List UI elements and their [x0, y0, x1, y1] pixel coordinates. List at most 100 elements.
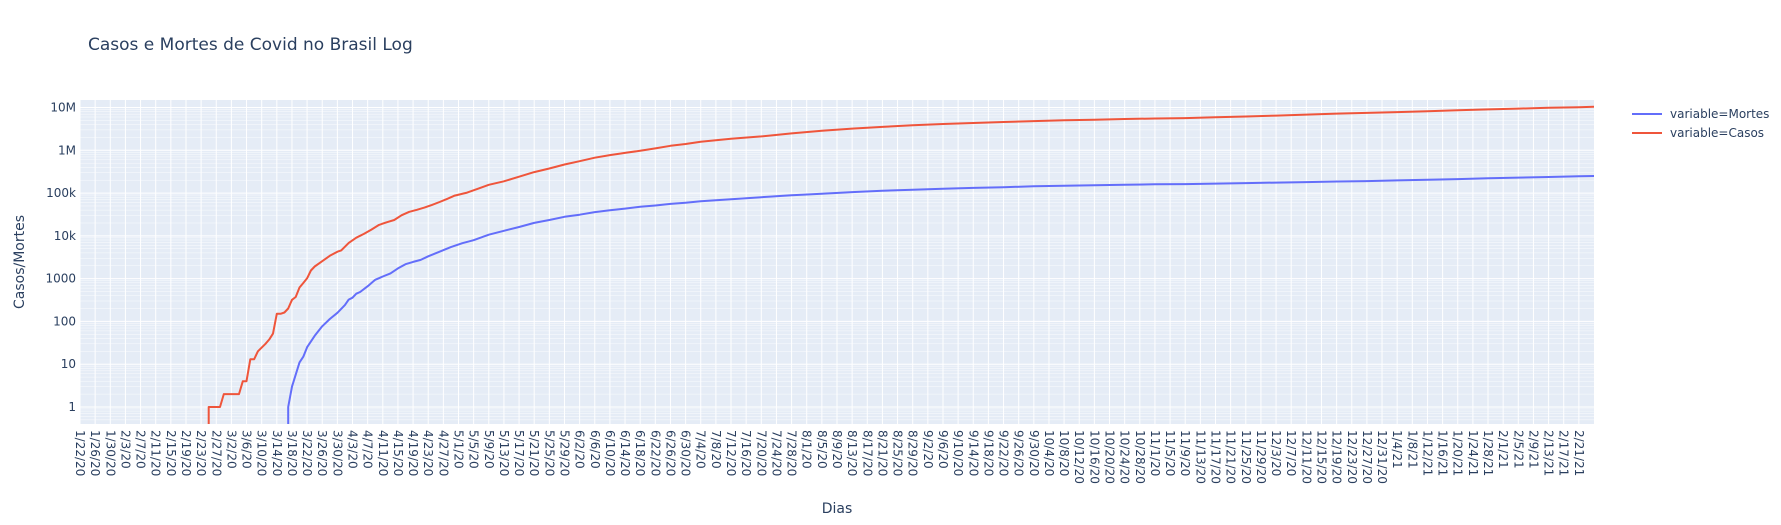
- x-tick-label: 10/4/20: [1042, 430, 1056, 476]
- grid-lines: [79, 100, 1594, 424]
- x-tick-label: 12/3/20: [1269, 430, 1283, 476]
- x-tick-label: 10/28/20: [1133, 430, 1147, 484]
- x-tick-label: 2/15/20: [164, 430, 178, 476]
- x-tick-label: 8/1/20: [800, 430, 814, 469]
- x-tick-label: 5/5/20: [467, 430, 481, 469]
- x-tick-label: 7/24/20: [769, 430, 783, 476]
- x-tick-label: 5/21/20: [527, 430, 541, 476]
- x-tick-label: 11/5/20: [1163, 430, 1177, 476]
- x-tick-label: 9/18/20: [981, 430, 995, 476]
- x-tick-label: 8/29/20: [906, 430, 920, 476]
- x-tick-label: 2/27/20: [209, 430, 223, 476]
- x-tick-label: 5/13/20: [497, 430, 511, 476]
- x-tick-label: 12/27/20: [1360, 430, 1374, 484]
- x-tick-label: 4/7/20: [361, 430, 375, 469]
- x-tick-label: 3/18/20: [285, 430, 299, 476]
- x-tick-label: 11/17/20: [1209, 430, 1223, 484]
- x-tick-label: 11/21/20: [1224, 430, 1238, 484]
- legend-item[interactable]: variable=Mortes: [1632, 107, 1769, 121]
- x-tick-label: 3/6/20: [240, 430, 254, 469]
- x-tick-label: 7/28/20: [785, 430, 799, 476]
- y-tick-label: 100k: [46, 186, 76, 200]
- x-tick-label: 1/26/20: [88, 430, 102, 476]
- x-tick-label: 1/8/21: [1405, 430, 1419, 469]
- x-tick-label: 4/19/20: [406, 430, 420, 476]
- y-tick-label: 10M: [50, 101, 76, 115]
- x-tick-label: 3/2/20: [224, 430, 238, 469]
- legend-label: variable=Mortes: [1670, 107, 1769, 121]
- x-tick-label: 12/23/20: [1345, 430, 1359, 484]
- x-tick-label: 12/19/20: [1330, 430, 1344, 484]
- x-tick-label: 9/30/20: [1027, 430, 1041, 476]
- x-tick-label: 2/23/20: [194, 430, 208, 476]
- x-tick-label: 5/25/20: [542, 430, 556, 476]
- x-tick-label: 11/9/20: [1178, 430, 1192, 476]
- y-tick-label: 10: [61, 357, 76, 371]
- legend-item[interactable]: variable=Casos: [1632, 126, 1764, 140]
- x-tick-label: 7/16/20: [739, 430, 753, 476]
- x-tick-label: 2/21/21: [1572, 430, 1586, 476]
- x-tick-label: 1/22/20: [73, 430, 87, 476]
- y-axis-ticks: 1 10 100 1000 10k 100k 1M 10M: [45, 101, 76, 414]
- x-tick-label: 4/3/20: [346, 430, 360, 469]
- x-tick-label: 10/12/20: [1072, 430, 1086, 484]
- x-tick-label: 12/31/20: [1375, 430, 1389, 484]
- x-tick-label: 12/7/20: [1284, 430, 1298, 476]
- x-tick-label: 1/20/21: [1451, 430, 1465, 476]
- y-tick-label: 1000: [45, 272, 76, 286]
- x-tick-label: 1/16/21: [1436, 430, 1450, 476]
- x-tick-label: 2/1/21: [1496, 430, 1510, 469]
- x-tick-label: 11/1/20: [1148, 430, 1162, 476]
- x-tick-label: 10/16/20: [1087, 430, 1101, 484]
- x-tick-label: 6/10/20: [603, 430, 617, 476]
- x-tick-label: 7/12/20: [724, 430, 738, 476]
- x-tick-label: 4/23/20: [421, 430, 435, 476]
- x-tick-label: 4/11/20: [376, 430, 390, 476]
- x-tick-label: 2/13/21: [1542, 430, 1556, 476]
- x-tick-label: 2/7/20: [134, 430, 148, 469]
- x-axis-title: Dias: [822, 501, 853, 517]
- x-tick-label: 7/8/20: [709, 430, 723, 469]
- x-tick-label: 9/22/20: [997, 430, 1011, 476]
- x-tick-label: 10/20/20: [1103, 430, 1117, 484]
- x-tick-label: 6/22/20: [648, 430, 662, 476]
- y-tick-label: 100: [53, 314, 76, 328]
- x-tick-label: 9/14/20: [966, 430, 980, 476]
- x-tick-label: 8/5/20: [815, 430, 829, 469]
- x-tick-label: 11/29/20: [1254, 430, 1268, 484]
- x-tick-label: 1/12/21: [1420, 430, 1434, 476]
- y-tick-label: 1: [68, 400, 76, 414]
- x-tick-label: 6/2/20: [573, 430, 587, 469]
- legend[interactable]: variable=Mortes variable=Casos: [1632, 107, 1769, 140]
- x-tick-label: 8/9/20: [830, 430, 844, 469]
- x-tick-label: 2/3/20: [118, 430, 132, 469]
- x-tick-label: 2/19/20: [179, 430, 193, 476]
- series-line-casos: [207, 105, 1594, 424]
- x-tick-label: 6/18/20: [633, 430, 647, 476]
- x-tick-label: 12/15/20: [1314, 430, 1328, 484]
- x-tick-label: 4/27/20: [436, 430, 450, 476]
- x-tick-label: 2/9/21: [1526, 430, 1540, 469]
- x-tick-label: 9/26/20: [1012, 430, 1026, 476]
- x-tick-label: 6/30/20: [679, 430, 693, 476]
- x-tick-label: 12/11/20: [1299, 430, 1313, 484]
- x-tick-label: 8/25/20: [891, 430, 905, 476]
- x-tick-label: 4/15/20: [391, 430, 405, 476]
- series-line-mortes: [287, 175, 1594, 424]
- x-axis-ticks: 1/22/20 1/26/20 1/30/20 2/3/20 2/7/20 2/11/20…: [73, 430, 1586, 484]
- x-tick-label: 5/29/20: [557, 430, 571, 476]
- x-tick-label: 9/6/20: [936, 430, 950, 469]
- x-tick-label: 5/1/20: [452, 430, 466, 469]
- x-tick-label: 3/22/20: [300, 430, 314, 476]
- x-tick-label: 10/24/20: [1118, 430, 1132, 484]
- x-tick-label: 6/26/20: [663, 430, 677, 476]
- x-tick-label: 9/10/20: [951, 430, 965, 476]
- x-tick-label: 8/17/20: [860, 430, 874, 476]
- x-tick-label: 7/4/20: [694, 430, 708, 469]
- x-tick-label: 3/14/20: [270, 430, 284, 476]
- x-tick-label: 1/30/20: [103, 430, 117, 476]
- x-tick-label: 3/26/20: [315, 430, 329, 476]
- x-tick-label: 3/10/20: [255, 430, 269, 476]
- y-axis-title: Casos/Mortes: [12, 215, 28, 309]
- x-tick-label: 2/5/21: [1511, 430, 1525, 469]
